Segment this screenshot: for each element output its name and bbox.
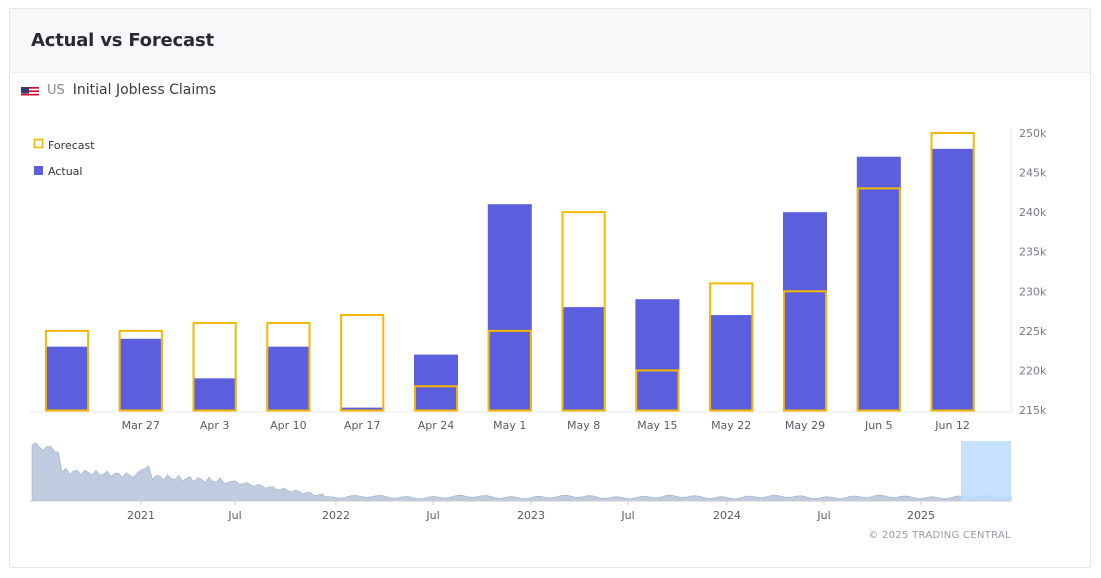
- actual-bar[interactable]: [118, 338, 163, 411]
- actual-bar[interactable]: [783, 212, 827, 411]
- navigator-tick-label: 2022: [322, 509, 350, 522]
- x-axis-ticks: Mar 27 Apr 3 Apr 10 Apr 17 Apr 24 May 1 May 8 M…: [122, 419, 970, 432]
- copyright-text: © 2025 TRADING CENTRAL: [868, 530, 1011, 541]
- x-tick-label: Apr 3: [200, 419, 230, 432]
- forecast-bar[interactable]: [561, 211, 606, 412]
- actual-bar[interactable]: [635, 299, 680, 411]
- x-tick-label: Apr 10: [270, 419, 307, 432]
- indicator-name: Initial Jobless Claims: [72, 82, 217, 98]
- x-tick-label: May 22: [711, 419, 751, 432]
- actual-bar[interactable]: [266, 346, 311, 411]
- forecast-bar[interactable]: [118, 329, 163, 412]
- card-title: Actual vs Forecast: [31, 30, 214, 51]
- legend-forecast-label[interactable]: Forecast: [48, 139, 95, 152]
- y-tick-label: 220k: [1019, 364, 1047, 377]
- forecast-bar[interactable]: [413, 385, 459, 412]
- actual-bar[interactable]: [561, 307, 606, 411]
- actual-bar[interactable]: [930, 148, 975, 412]
- navigator-tick-label: 2021: [127, 509, 155, 522]
- x-tick-label: Mar 27: [122, 419, 160, 432]
- navigator-tick-label: Jul: [425, 509, 439, 522]
- forecast-bar[interactable]: [266, 321, 311, 412]
- y-tick-label: 240k: [1019, 206, 1047, 219]
- navigator[interactable]: 2021 Jul 2022 Jul 2023 Jul 2024 Jul 2025: [30, 441, 1012, 522]
- y-tick-label: 235k: [1019, 246, 1047, 259]
- navigator-tick-label: Jul: [227, 509, 241, 522]
- card-header: Actual vs Forecast: [10, 9, 1090, 73]
- y-tick-label: 245k: [1019, 167, 1047, 180]
- actual-bar[interactable]: [487, 204, 532, 411]
- navigator-tick-label: Jul: [620, 509, 634, 522]
- navigator-tick-label: 2025: [907, 509, 935, 522]
- forecast-bar[interactable]: [487, 329, 532, 412]
- indicator-label: US Initial Jobless Claims: [21, 82, 216, 98]
- actual-bar[interactable]: [45, 346, 89, 411]
- x-tick-label: Apr 17: [344, 419, 381, 432]
- forecast-bar[interactable]: [635, 369, 680, 412]
- forecast-bar[interactable]: [44, 329, 90, 412]
- x-tick-label: May 1: [493, 419, 526, 432]
- actual-bar[interactable]: [709, 315, 754, 411]
- country-code: US: [47, 82, 65, 98]
- legend-actual-label[interactable]: Actual: [48, 165, 82, 178]
- forecast-bar[interactable]: [340, 314, 385, 412]
- y-tick-label: 230k: [1019, 285, 1047, 298]
- forecast-bar[interactable]: [192, 321, 237, 412]
- actual-bar[interactable]: [414, 354, 458, 411]
- legend-actual-swatch: [34, 166, 43, 175]
- y-tick-label: 250k: [1019, 127, 1047, 140]
- navigator-tick-label: 2024: [713, 509, 741, 522]
- navigator-tick-label: 2023: [517, 509, 545, 522]
- legend[interactable]: Forecast Actual: [33, 138, 95, 178]
- actual-bar[interactable]: [192, 378, 237, 411]
- actual-bar[interactable]: [856, 156, 901, 411]
- x-tick-label: May 15: [637, 419, 677, 432]
- x-tick-label: Jun 12: [934, 419, 970, 432]
- us-flag-icon: [21, 84, 39, 96]
- forecast-bar[interactable]: [856, 187, 901, 412]
- forecast-bar[interactable]: [709, 282, 754, 412]
- x-tick-label: Jun 5: [864, 419, 893, 432]
- x-tick-label: May 8: [567, 419, 600, 432]
- bars: [44, 132, 975, 412]
- x-tick-label: Apr 24: [418, 419, 455, 432]
- legend-forecast-swatch: [33, 138, 44, 149]
- forecast-bar[interactable]: [930, 132, 975, 412]
- x-tick-label: May 29: [785, 419, 825, 432]
- navigator-area: [31, 442, 1012, 502]
- y-axis-ticks: 215k 220k 225k 230k 235k 240k 245k 250k: [1019, 127, 1047, 417]
- navigator-selection[interactable]: [961, 441, 1011, 501]
- actual-bar[interactable]: [340, 407, 385, 411]
- chart-card: Actual vs Forecast: [9, 8, 1091, 568]
- navigator-tick-label: Jul: [816, 509, 830, 522]
- navigator-axis: 2021 Jul 2022 Jul 2023 Jul 2024 Jul 2025: [127, 501, 935, 522]
- y-tick-label: 225k: [1019, 325, 1047, 338]
- forecast-bar[interactable]: [782, 290, 828, 412]
- y-tick-label: 215k: [1019, 404, 1047, 417]
